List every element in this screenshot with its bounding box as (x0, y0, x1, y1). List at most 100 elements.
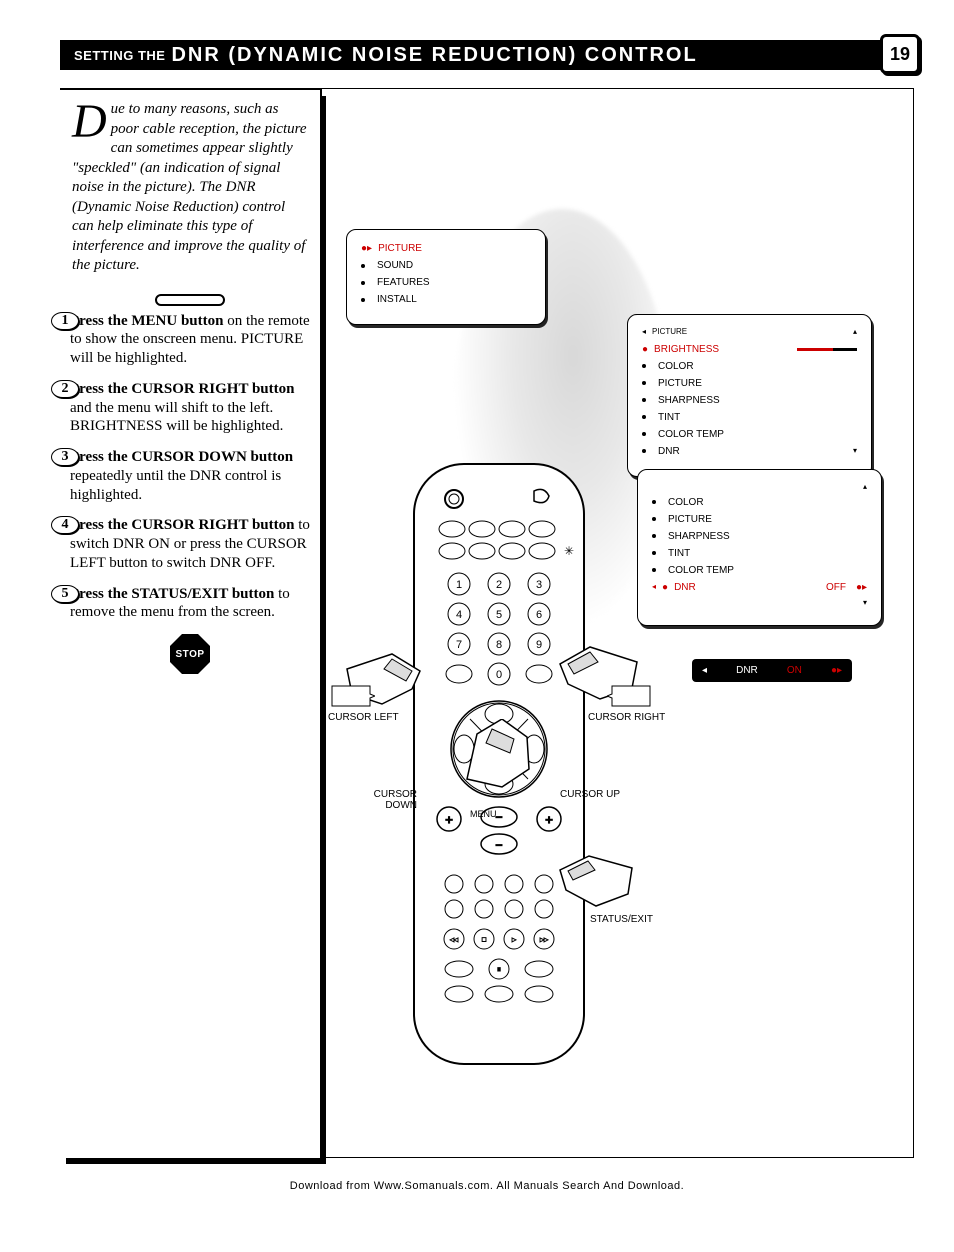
osd2-item-label: COLOR TEMP (658, 426, 724, 443)
svg-text:◂◂: ◂◂ (450, 935, 458, 944)
step-number-4: 4 (51, 516, 79, 534)
label-status-exit: STATUS/EXIT (590, 914, 653, 925)
illustration-area: ●▸ PICTURE SOUND FEATURES INSTALL ◂ PICT… (322, 88, 914, 1158)
svg-text:−: − (496, 838, 503, 852)
stop-icon: STOP (170, 634, 210, 674)
osd2-dnr: DNR▾ (642, 443, 857, 460)
svg-text:▸: ▸ (512, 935, 516, 944)
svg-text:9: 9 (536, 639, 542, 651)
osd-picture-submenu: ◂ PICTURE ▴ ● BRIGHTNESS COLOR PICTURE S… (627, 314, 872, 477)
osd3-item-label: TINT (668, 545, 690, 562)
step-4: 4 Press the CURSOR RIGHT button to switc… (70, 516, 310, 572)
label-menu: MENU (470, 809, 497, 819)
osd3-tint: TINT (652, 545, 867, 562)
svg-text:2: 2 (496, 579, 502, 591)
step-5: 5 Press the STATUS/EXIT button to remove… (70, 585, 310, 623)
svg-text:6: 6 (536, 609, 542, 621)
step-1-bold: Press the MENU button (70, 313, 223, 329)
svg-text:+: + (545, 812, 552, 827)
steps-list: 1 Press the MENU button on the remote to… (60, 312, 320, 695)
osd3-item-label: SHARPNESS (668, 528, 730, 545)
hand-icon-status (554, 854, 634, 909)
osd3-dnr: ◂ ● DNR OFF ●▸ (652, 579, 867, 596)
step-3: 3 Press the CURSOR DOWN button repeatedl… (70, 448, 310, 504)
label-cursor-left: CURSOR LEFT (328, 712, 399, 723)
osd3-color: COLOR (652, 494, 867, 511)
osd2-header: PICTURE (652, 325, 687, 339)
osd2-item-label: PICTURE (658, 375, 702, 392)
step-number-5: 5 (51, 585, 79, 603)
manual-page: 19 SETTING THE DNR (DYNAMIC NOISE REDUCT… (0, 0, 954, 1252)
dropcap: D (72, 100, 111, 140)
intro-text: Due to many reasons, such as poor cable … (60, 90, 320, 294)
osd1-item-label: FEATURES (377, 274, 430, 291)
osd2-picture: PICTURE (642, 375, 857, 392)
svg-text:▸▸: ▸▸ (540, 935, 548, 944)
osd3-item-label: COLOR (668, 494, 704, 511)
osd-dnr-on: ◂ DNR ON ●▸ (692, 659, 852, 682)
osd-main-menu: ●▸ PICTURE SOUND FEATURES INSTALL (346, 229, 546, 325)
svg-text:4: 4 (456, 609, 462, 621)
osd2-slider (797, 348, 857, 351)
osd3-colortemp: COLOR TEMP (652, 562, 867, 579)
osd2-item-label: SHARPNESS (658, 392, 720, 409)
step-3-rest: repeatedly until the DNR control is high… (70, 468, 281, 503)
osd1-features: FEATURES (361, 274, 531, 291)
osd2-item-label: DNR (658, 443, 680, 460)
step-4-bold: Press the CURSOR RIGHT button (70, 517, 294, 533)
title-bar: SETTING THE DNR (DYNAMIC NOISE REDUCTION… (60, 40, 914, 70)
osd2-tint: TINT (642, 409, 857, 426)
osd1-sound: SOUND (361, 257, 531, 274)
osd1-item-label: PICTURE (378, 240, 422, 257)
svg-text:5: 5 (496, 609, 502, 621)
osd3-item-label: DNR (674, 579, 696, 596)
step-2-rest: and the menu will shift to the left. BRI… (70, 400, 283, 435)
osd2-brightness: ● BRIGHTNESS (642, 341, 857, 358)
osd4-label: DNR (736, 665, 758, 676)
step-2: 2 Press the CURSOR RIGHT button and the … (70, 380, 310, 436)
osd2-color: COLOR (642, 358, 857, 375)
step-3-bold: Press the CURSOR DOWN button (70, 449, 293, 465)
osd1-install: INSTALL (361, 291, 531, 308)
step-number-1: 1 (51, 312, 79, 330)
osd2-item-label: COLOR (658, 358, 694, 375)
svg-text:⏸: ⏸ (497, 965, 501, 974)
osd1-item-label: INSTALL (377, 291, 417, 308)
step-number-3: 3 (51, 448, 79, 466)
osd2-item-label: TINT (658, 409, 680, 426)
osd4-value: ON (787, 665, 802, 676)
label-cursor-up: CURSOR UP (560, 789, 620, 800)
svg-text:−: − (496, 810, 503, 824)
svg-text:7: 7 (456, 639, 462, 651)
svg-text:■: ■ (482, 935, 487, 944)
osd3-dnr-value: OFF (826, 579, 846, 596)
svg-text:1: 1 (456, 579, 462, 591)
page-footer: Download from Www.Somanuals.com. All Man… (60, 1180, 914, 1192)
title-main: DNR (DYNAMIC NOISE REDUCTION) CONTROL (171, 44, 697, 67)
osd3-picture: PICTURE (652, 511, 867, 528)
hand-icon-center (457, 719, 537, 789)
label-cursor-right: CURSOR RIGHT (588, 712, 665, 723)
osd1-item-label: SOUND (377, 257, 413, 274)
instruction-panel: Due to many reasons, such as poor cable … (60, 88, 322, 1158)
osd-dnr-highlighted: ▴ COLOR PICTURE SHARPNESS TINT COLOR TEM… (637, 469, 882, 626)
svg-text:+: + (445, 812, 452, 827)
label-cursor-down: CURSOR DOWN (362, 789, 417, 811)
divider-glyph (155, 294, 225, 306)
page-number-badge: 19 (880, 34, 920, 74)
svg-text:8: 8 (496, 639, 502, 651)
svg-text:✳: ✳ (564, 544, 574, 558)
step-5-bold: Press the STATUS/EXIT button (70, 586, 274, 602)
osd2-item-label: BRIGHTNESS (654, 341, 719, 358)
callout-cursor-right (607, 684, 652, 709)
svg-text:3: 3 (536, 579, 542, 591)
osd1-picture: ●▸ PICTURE (361, 240, 531, 257)
step-2-bold: Press the CURSOR RIGHT button (70, 381, 294, 397)
callout-cursor-left (330, 684, 375, 709)
step-1: 1 Press the MENU button on the remote to… (70, 312, 310, 368)
osd3-sharpness: SHARPNESS (652, 528, 867, 545)
osd3-item-label: PICTURE (668, 511, 712, 528)
osd2-sharpness: SHARPNESS (642, 392, 857, 409)
osd3-item-label: COLOR TEMP (668, 562, 734, 579)
title-prefix: SETTING THE (74, 48, 165, 63)
